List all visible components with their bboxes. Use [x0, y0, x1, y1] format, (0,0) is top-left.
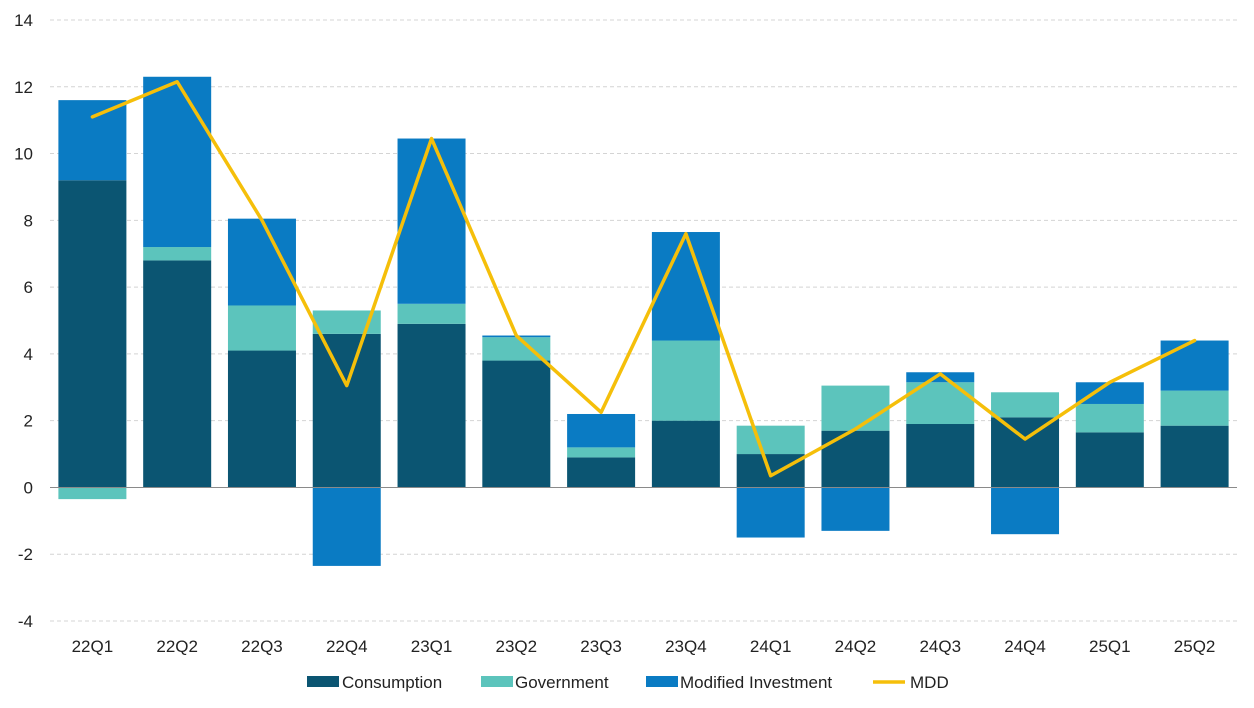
y-tick-label: 8: [24, 211, 33, 230]
x-tick-label: 25Q1: [1089, 637, 1131, 656]
legend-label: MDD: [910, 673, 949, 692]
bar-modified-investment: [651, 232, 720, 341]
legend-label: Government: [515, 673, 609, 692]
y-tick-label: 0: [24, 478, 33, 497]
x-tick-label: 23Q3: [580, 637, 622, 656]
y-tick-label: 10: [14, 145, 33, 164]
bar-consumption: [991, 417, 1060, 488]
y-tick-label: 14: [14, 11, 33, 30]
bar-consumption: [821, 430, 890, 488]
y-tick-label: 2: [24, 412, 33, 431]
x-tick-label: 24Q4: [1004, 637, 1046, 656]
mdd-line: [90, 80, 1197, 478]
bar-modified-investment: [58, 100, 127, 181]
bar-consumption: [1075, 432, 1144, 488]
bar-government: [991, 392, 1060, 418]
x-tick-label: 23Q4: [665, 637, 707, 656]
bar-government: [821, 385, 890, 431]
x-tick-label: 22Q2: [156, 637, 198, 656]
y-tick-label: 12: [14, 78, 33, 97]
bar-modified-investment: [567, 413, 636, 448]
x-tick-label: 24Q2: [835, 637, 877, 656]
bar-modified-investment: [1160, 340, 1229, 391]
bar-government: [567, 447, 636, 458]
x-tick-label: 25Q2: [1174, 637, 1216, 656]
bar-government: [227, 305, 296, 351]
legend-label: Modified Investment: [680, 673, 832, 692]
bar-consumption: [397, 323, 466, 488]
legend: Consumption Government Modified Investment…: [307, 673, 949, 692]
mdd-line-layer: [90, 80, 1197, 478]
bar-government: [143, 247, 212, 261]
bar-government: [1075, 403, 1144, 433]
x-tick-label: 23Q1: [411, 637, 453, 656]
legend-swatch: [646, 676, 678, 687]
y-tick-label: 6: [24, 278, 33, 297]
bar-government: [482, 337, 551, 361]
x-tick-label: 24Q3: [919, 637, 961, 656]
bars: [58, 76, 1229, 566]
y-tick-label: -4: [18, 612, 33, 631]
x-tick-label: 22Q1: [72, 637, 114, 656]
bar-consumption: [651, 420, 720, 488]
bar-government: [1160, 390, 1229, 426]
x-tick-label: 23Q2: [496, 637, 538, 656]
bar-consumption: [143, 260, 212, 488]
bar-consumption: [906, 424, 975, 488]
bar-modified-investment: [821, 487, 890, 531]
bar-modified-investment: [397, 138, 466, 304]
x-tick-label: 24Q1: [750, 637, 792, 656]
bar-consumption: [312, 333, 381, 488]
legend-label: Consumption: [342, 673, 442, 692]
bar-consumption: [58, 180, 127, 488]
bar-modified-investment: [991, 487, 1060, 535]
bar-modified-investment: [143, 76, 212, 248]
bar-modified-investment: [736, 487, 805, 538]
bar-government: [736, 425, 805, 455]
legend-swatch: [481, 676, 513, 687]
bar-government: [312, 310, 381, 334]
bar-modified-investment: [312, 487, 381, 566]
bar-government: [397, 303, 466, 324]
bar-government: [651, 340, 720, 421]
legend-swatch: [307, 676, 339, 687]
bar-consumption: [482, 360, 551, 488]
x-tick-label: 22Q4: [326, 637, 368, 656]
bar-consumption: [1160, 425, 1229, 488]
bar-consumption: [567, 457, 636, 488]
bar-consumption: [227, 350, 296, 488]
bar-government: [58, 487, 127, 500]
bar-modified-investment: [227, 218, 296, 306]
axes: -4 -2 0 2 4 6 8 10 12 14 22Q1 22Q2 22Q3 22Q4 23Q1 23Q2 2…: [14, 11, 1237, 656]
bar-modified-investment: [906, 372, 975, 383]
bar-modified-investment: [1075, 382, 1144, 404]
x-tick-label: 22Q3: [241, 637, 283, 656]
y-tick-label: -2: [18, 545, 33, 564]
y-tick-label: 4: [24, 345, 33, 364]
